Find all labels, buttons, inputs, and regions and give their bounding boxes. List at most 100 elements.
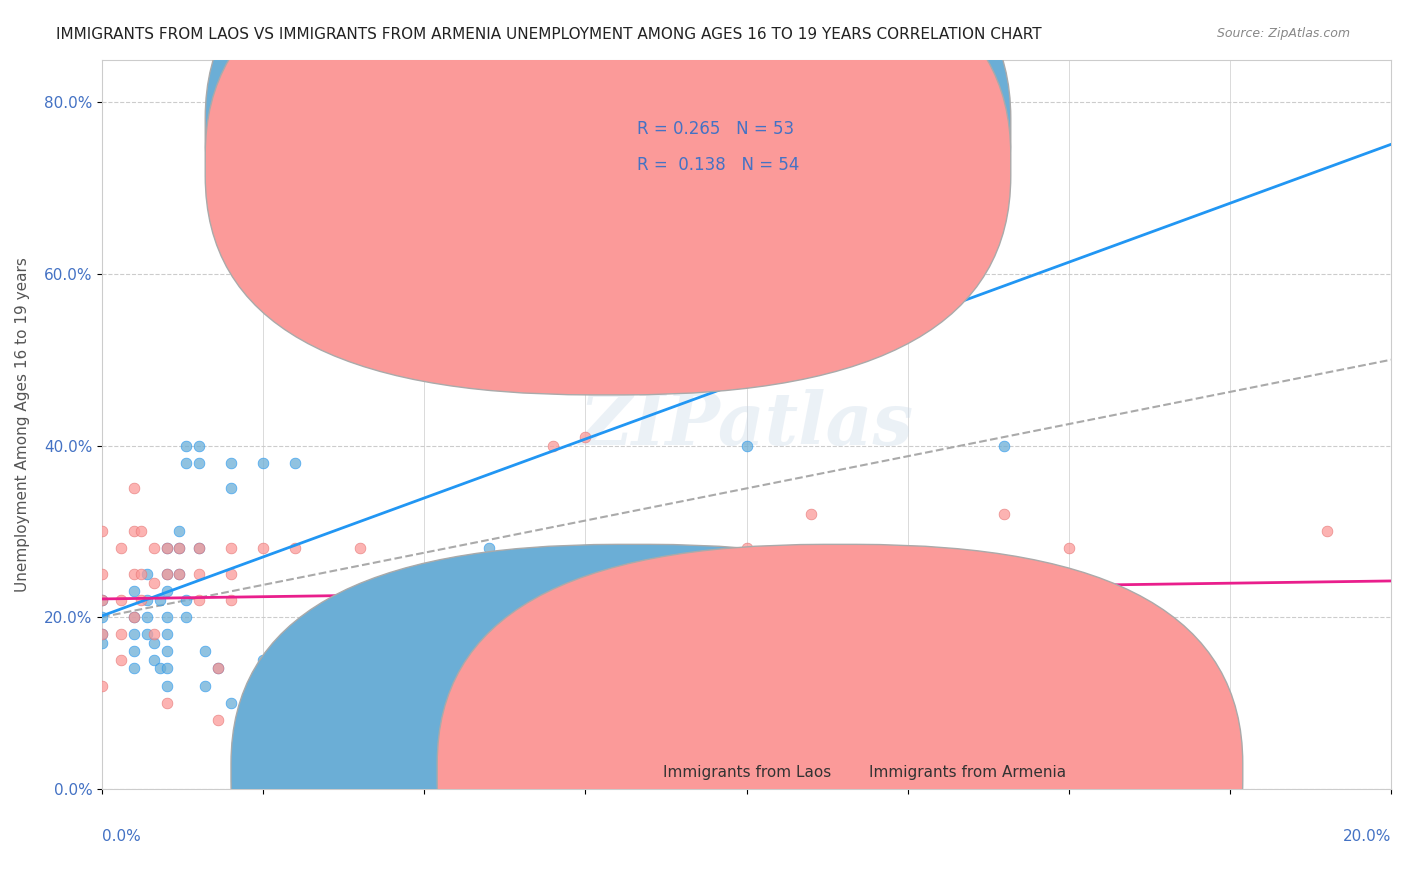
Point — [91, 627, 114, 641]
Point — [541, 438, 564, 452]
Point — [349, 541, 371, 556]
Point — [155, 661, 177, 675]
Point — [91, 593, 114, 607]
Point — [124, 584, 146, 599]
Point — [155, 610, 177, 624]
Point — [219, 541, 242, 556]
Point — [142, 627, 165, 641]
Point — [169, 567, 191, 582]
Point — [446, 730, 468, 744]
Point — [91, 636, 114, 650]
Point — [155, 627, 177, 641]
Point — [284, 696, 307, 710]
Point — [1122, 679, 1144, 693]
Point — [142, 541, 165, 556]
Point — [993, 438, 1015, 452]
Text: Source: ZipAtlas.com: Source: ZipAtlas.com — [1216, 27, 1350, 40]
Point — [349, 310, 371, 324]
Point — [169, 541, 191, 556]
Point — [316, 713, 339, 727]
Text: 20.0%: 20.0% — [1343, 829, 1391, 844]
Text: Immigrants from Laos: Immigrants from Laos — [662, 765, 831, 780]
Point — [207, 661, 229, 675]
Point — [155, 567, 177, 582]
Point — [129, 524, 152, 539]
Point — [252, 541, 274, 556]
Point — [124, 627, 146, 641]
Point — [187, 438, 209, 452]
Point — [1057, 541, 1080, 556]
Point — [155, 567, 177, 582]
Point — [187, 593, 209, 607]
Point — [136, 593, 159, 607]
Point — [136, 610, 159, 624]
Point — [91, 567, 114, 582]
Point — [136, 567, 159, 582]
FancyBboxPatch shape — [572, 107, 946, 209]
Point — [478, 541, 501, 556]
Point — [252, 653, 274, 667]
Text: R = 0.265   N = 53: R = 0.265 N = 53 — [637, 120, 794, 138]
Point — [284, 456, 307, 470]
Point — [284, 541, 307, 556]
Point — [124, 567, 146, 582]
Text: IMMIGRANTS FROM LAOS VS IMMIGRANTS FROM ARMENIA UNEMPLOYMENT AMONG AGES 16 TO 19: IMMIGRANTS FROM LAOS VS IMMIGRANTS FROM … — [56, 27, 1042, 42]
Point — [155, 541, 177, 556]
Point — [174, 438, 197, 452]
Point — [110, 627, 132, 641]
Point — [207, 713, 229, 727]
Point — [124, 524, 146, 539]
Point — [187, 541, 209, 556]
Point — [174, 593, 197, 607]
FancyBboxPatch shape — [205, 0, 1011, 395]
Point — [1315, 524, 1337, 539]
Point — [252, 661, 274, 675]
Point — [149, 661, 172, 675]
Point — [129, 567, 152, 582]
Point — [993, 507, 1015, 521]
Point — [124, 661, 146, 675]
Point — [574, 430, 596, 444]
Text: ZIPatlas: ZIPatlas — [579, 389, 914, 459]
Point — [928, 610, 950, 624]
Point — [174, 610, 197, 624]
Text: Immigrants from Armenia: Immigrants from Armenia — [869, 765, 1066, 780]
Point — [194, 644, 217, 658]
Point — [110, 653, 132, 667]
Point — [91, 627, 114, 641]
Point — [149, 593, 172, 607]
Point — [735, 541, 758, 556]
Point — [155, 644, 177, 658]
Point — [155, 696, 177, 710]
Point — [169, 567, 191, 582]
Point — [91, 610, 114, 624]
Point — [155, 541, 177, 556]
Point — [91, 679, 114, 693]
Point — [110, 541, 132, 556]
Point — [136, 627, 159, 641]
Point — [865, 679, 887, 693]
Point — [124, 482, 146, 496]
FancyBboxPatch shape — [437, 544, 1243, 892]
Point — [510, 352, 533, 367]
Point — [110, 593, 132, 607]
Point — [219, 456, 242, 470]
Point — [671, 679, 693, 693]
Point — [169, 524, 191, 539]
Point — [142, 653, 165, 667]
Point — [91, 593, 114, 607]
Point — [124, 644, 146, 658]
Point — [91, 524, 114, 539]
Point — [606, 567, 628, 582]
Text: R =  0.138   N = 54: R = 0.138 N = 54 — [637, 156, 800, 174]
Point — [187, 567, 209, 582]
Point — [800, 335, 823, 350]
FancyBboxPatch shape — [205, 0, 1011, 359]
Point — [413, 696, 436, 710]
Point — [284, 661, 307, 675]
Point — [541, 181, 564, 195]
Point — [735, 438, 758, 452]
Point — [187, 541, 209, 556]
Point — [252, 456, 274, 470]
Text: 0.0%: 0.0% — [103, 829, 141, 844]
